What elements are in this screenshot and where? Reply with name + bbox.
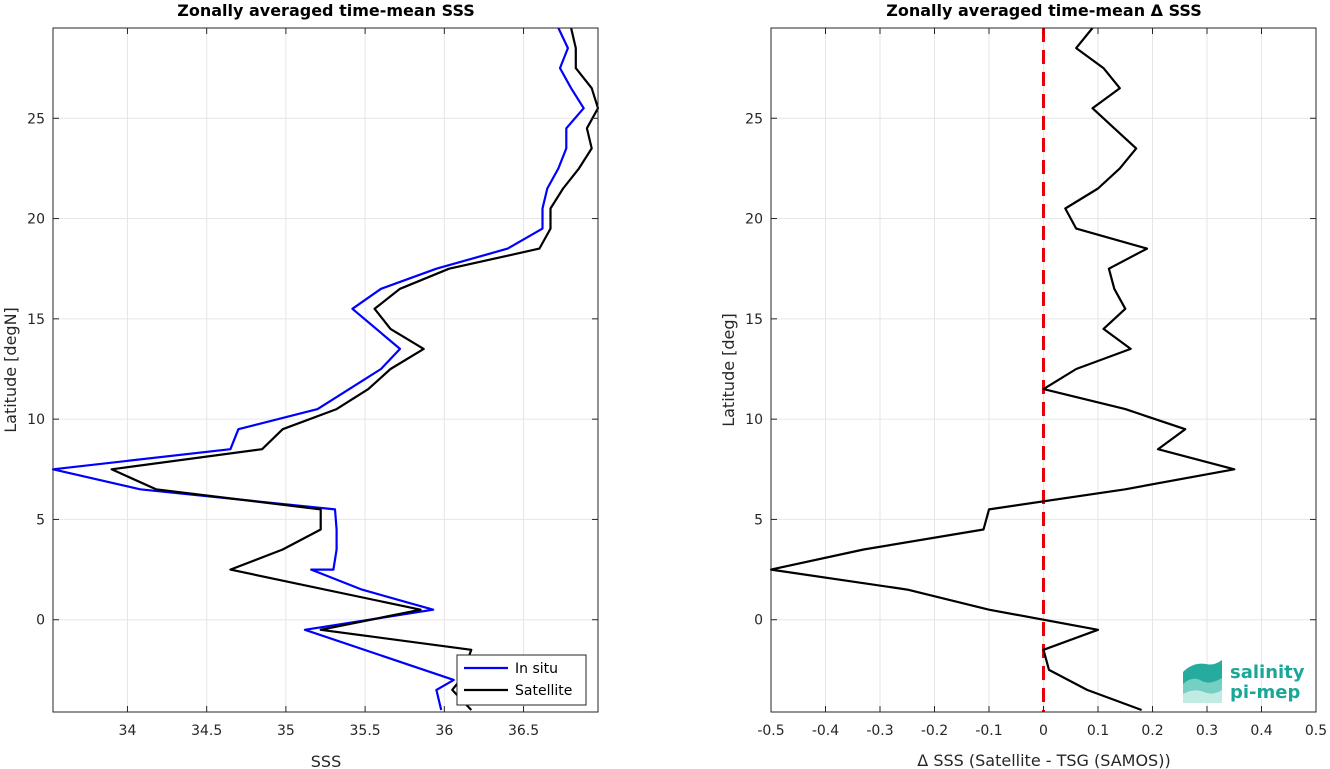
- x-tick-label: 35: [277, 723, 295, 739]
- left-chart-y-axis-label: Latitude [degN]: [1, 307, 20, 433]
- left-chart-ticks: 34 34.5 35 35.5 36 36.5 0 5 10 15 20 25: [27, 28, 598, 739]
- left-chart-panel: Zonally averaged time-mean SSS 34 34.5 35 3…: [1, 1, 600, 769]
- y-tick-label: 25: [27, 111, 45, 127]
- x-tick-label: -0.5: [757, 723, 784, 739]
- y-tick-label: 25: [745, 111, 763, 127]
- legend-box: [456, 654, 587, 706]
- legend-satellite-label: Satellite: [515, 683, 572, 699]
- right-chart-panel: Zonally averaged time-mean Δ SSS -0.5 -0.…: [719, 1, 1327, 769]
- x-tick-label: 0.2: [1141, 723, 1163, 739]
- x-tick-label: 0: [1039, 723, 1048, 739]
- x-tick-label: 0.1: [1087, 723, 1109, 739]
- y-tick-label: 0: [754, 613, 763, 629]
- y-tick-label: 15: [27, 312, 45, 328]
- x-tick-label: 0.5: [1305, 723, 1327, 739]
- left-chart-series: [51, 27, 600, 711]
- right-chart-x-axis-label: Δ SSS (Satellite - TSG (SAMOS)): [917, 751, 1170, 769]
- x-tick-label: 34: [119, 723, 137, 739]
- x-tick-label: -0.3: [866, 723, 893, 739]
- left-chart-axes-box: [52, 27, 599, 713]
- y-tick-label: 20: [27, 212, 45, 228]
- right-chart-y-axis-label: Latitude [deg]: [719, 313, 738, 427]
- legend: In situ Satellite: [456, 654, 587, 706]
- y-tick-label: 0: [36, 613, 45, 629]
- left-chart-grid: [53, 28, 598, 712]
- right-chart-title: Zonally averaged time-mean Δ SSS: [886, 1, 1202, 20]
- x-tick-label: 34.5: [191, 723, 222, 739]
- left-chart-title: Zonally averaged time-mean SSS: [177, 1, 475, 20]
- x-tick-label: -0.1: [975, 723, 1002, 739]
- series-line-delta-sss: [769, 27, 1236, 712]
- left-chart-x-axis-label: SSS: [311, 752, 341, 769]
- x-tick-label: 35.5: [350, 723, 381, 739]
- logo-line1: salinity: [1230, 662, 1305, 683]
- right-chart-ticks: -0.5 -0.4 -0.3 -0.2 -0.1 0 0.1 0.2 0.3 0.4 0.5 0 5 10…: [745, 28, 1327, 739]
- x-tick-label: -0.4: [812, 723, 839, 739]
- x-tick-label: 0.4: [1250, 723, 1272, 739]
- right-chart-series: [769, 27, 1236, 712]
- y-tick-label: 15: [745, 312, 763, 328]
- legend-in-situ-label: In situ: [515, 661, 558, 677]
- y-tick-label: 20: [745, 212, 763, 228]
- salinity-pi-mep-logo: salinity pi-mep: [1183, 660, 1305, 703]
- x-tick-label: -0.2: [921, 723, 948, 739]
- y-tick-label: 10: [745, 412, 763, 428]
- salinity-wave-icon: [1183, 660, 1222, 703]
- logo-line2: pi-mep: [1230, 682, 1300, 703]
- x-tick-label: 0.3: [1196, 723, 1218, 739]
- series-line-satellite: [110, 27, 600, 711]
- y-tick-label: 5: [754, 512, 763, 528]
- x-tick-label: 36.5: [508, 723, 539, 739]
- y-tick-label: 5: [36, 512, 45, 528]
- series-line-in-situ: [51, 27, 585, 711]
- x-tick-label: 36: [435, 723, 453, 739]
- y-tick-label: 10: [27, 412, 45, 428]
